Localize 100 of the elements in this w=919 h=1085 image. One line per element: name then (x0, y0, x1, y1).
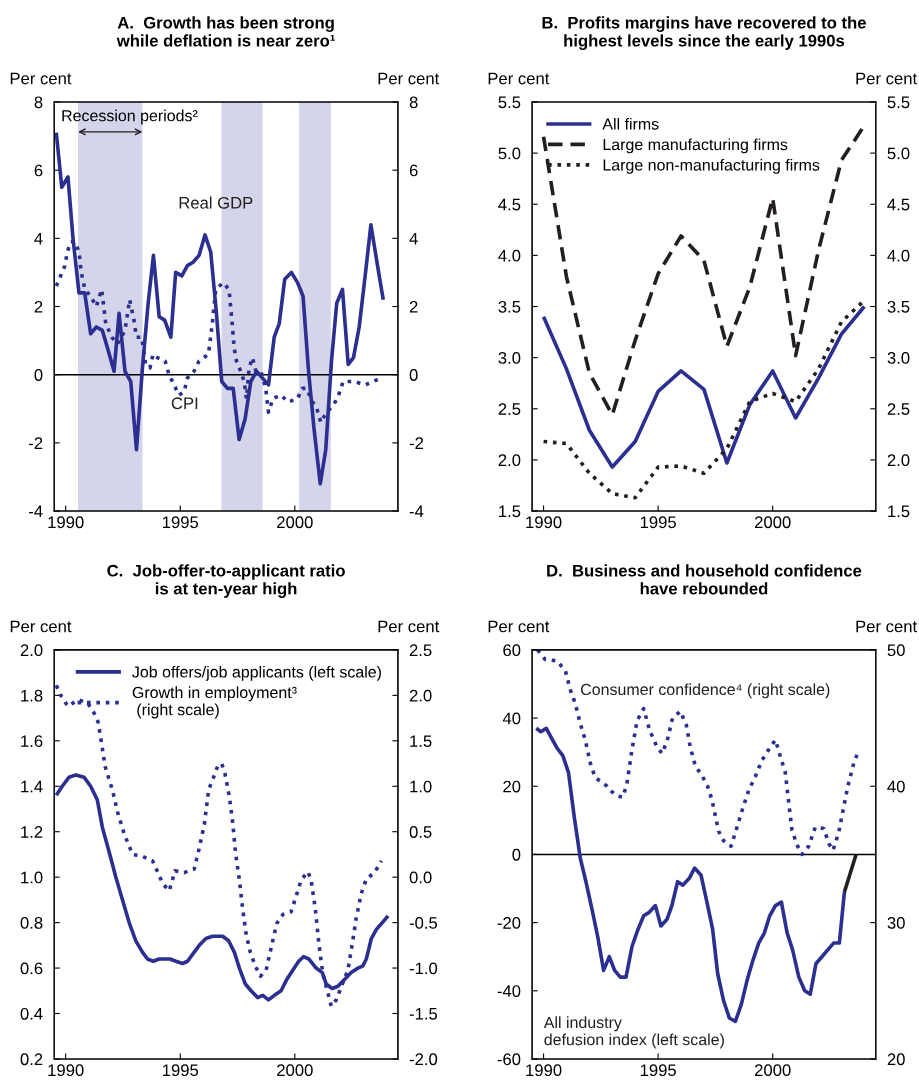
y2-tick-label: 1.5 (888, 505, 910, 518)
x-tick-label: 2000 (277, 516, 313, 529)
series-label: All industry defusion index (left scale) (543, 1016, 724, 1049)
text: Real GDP (179, 196, 253, 209)
y2-axis-title: Per cent (856, 620, 918, 633)
y2-tick-label: 2.5 (409, 644, 432, 657)
line-series (535, 649, 859, 857)
y-tick-label: 1.2 (21, 826, 43, 838)
x-tick-label: 1995 (640, 516, 676, 529)
y2-tick-label: 2.0 (887, 454, 910, 467)
line-series (541, 304, 867, 469)
y2-tick-label: -0.5 (409, 917, 438, 929)
x-tick-label: 2000 (277, 1064, 313, 1077)
y-tick-label: 8 (34, 96, 43, 109)
y2-tick-label: 2.0 (409, 689, 432, 702)
y-tick-label: 0 (34, 369, 43, 381)
y2-tick-label: 40 (887, 780, 905, 793)
y2-tick-label: -1.5 (409, 1008, 438, 1020)
band-label: Recession periods² (62, 109, 198, 125)
series-label: CPI (171, 397, 198, 410)
y-tick-label: 2.0 (498, 454, 521, 467)
y2-tick-label: 5.0 (887, 147, 910, 160)
y2-tick-label: 5.5 (887, 96, 910, 109)
y2-tick-label: -1.0 (409, 962, 438, 975)
y-tick-label: 0.4 (20, 1007, 43, 1020)
y-tick-label: 2 (34, 300, 43, 313)
y-tick-label: 1.8 (21, 689, 43, 702)
y2-tick-label: 0 (409, 369, 418, 381)
legend-label: All firms (602, 117, 659, 130)
y-tick-label: 0.2 (20, 1053, 43, 1066)
x-tick-label: 1990 (526, 516, 562, 529)
chart-title: C. Job-offer-to-applicant ratio is at ten-year high (107, 564, 345, 598)
legend-label: Large non-manufacturing firms (603, 158, 820, 174)
y2-tick-label: -2.0 (409, 1053, 438, 1066)
chart-title: B. Profits margins have recovered to the highest levels since the early 1990s (542, 16, 866, 50)
y2-tick-label: 3.5 (887, 300, 910, 313)
y2-tick-label: 2 (409, 300, 418, 313)
legend-label: Large manufacturing firms (603, 138, 788, 154)
x-tick-label: 1995 (162, 1064, 199, 1077)
y-axis-title: Per cent (10, 72, 72, 85)
y-tick-label: 0.8 (20, 917, 43, 929)
x-tick-label: 1990 (48, 516, 84, 529)
y-tick-label: 4.0 (498, 249, 521, 262)
y-tick-label: 4.5 (498, 198, 521, 211)
y2-tick-label: -2 (409, 437, 424, 449)
y-tick-label: 4 (34, 232, 43, 245)
y-tick-label: 5.5 (498, 96, 521, 109)
y2-tick-label: 4 (409, 232, 418, 245)
x-tick-label: 1995 (640, 1064, 676, 1077)
y2-tick-label: -4 (409, 505, 424, 518)
chart-title: D. Business and household confidence have rebounded (547, 564, 862, 595)
line-series (54, 130, 386, 486)
y2-tick-label: 20 (887, 1053, 905, 1066)
y-tick-label: -2 (29, 437, 43, 449)
y-axis-title: Per cent (10, 620, 72, 633)
y2-axis-title: Per cent (856, 72, 918, 85)
y-tick-label: 2.0 (20, 644, 43, 657)
y-tick-label: 1.5 (499, 505, 521, 518)
x-tick-label: 1995 (162, 516, 199, 529)
chart-title: A. Growth has been strong while deflation is near zero¹ (116, 16, 335, 47)
y-tick-label: 0 (512, 848, 521, 861)
y-tick-label: 60 (503, 644, 521, 657)
y-tick-label: -20 (497, 917, 521, 929)
legend-label: Job offers/job applicants (left scale) (132, 665, 381, 681)
y-tick-label: 1.6 (21, 735, 43, 748)
y-tick-label: -60 (497, 1053, 521, 1066)
y-tick-label: 3.5 (498, 300, 521, 313)
y2-tick-label: 3.0 (887, 352, 910, 364)
y2-tick-label: 1.5 (410, 735, 432, 748)
x-tick-label: 2000 (755, 1064, 791, 1077)
x-tick-label: 1990 (526, 1064, 562, 1077)
y2-tick-label: 0.5 (409, 826, 432, 838)
y-tick-label: -4 (29, 505, 43, 518)
x-tick-label: 2000 (755, 516, 791, 529)
y-tick-label: 0.6 (20, 962, 43, 975)
y2-tick-label: 4.5 (887, 198, 910, 211)
y2-tick-label: 30 (887, 917, 905, 929)
y2-tick-label: 8 (409, 96, 418, 109)
y2-tick-label: 50 (887, 644, 905, 657)
y-axis-title: Per cent (488, 620, 550, 633)
y-tick-label: 1.0 (21, 871, 43, 884)
y2-axis-title: Per cent (378, 620, 440, 633)
legend-label: Growth in employment³ (right scale) (132, 686, 297, 719)
x-tick-label: 1990 (48, 1064, 84, 1077)
y2-tick-label: 6 (409, 164, 418, 177)
y-tick-label: -40 (497, 985, 521, 997)
y2-tick-label: 4.0 (887, 249, 910, 262)
series-label: Consumer confidence⁴ (right scale) (581, 683, 830, 699)
y-tick-label: 6 (34, 164, 43, 177)
y-tick-label: 2.5 (498, 403, 521, 415)
y-tick-label: 1.4 (21, 780, 43, 793)
y2-tick-label: 1.0 (410, 780, 432, 793)
y-tick-label: 40 (502, 712, 521, 725)
y2-axis-title: Per cent (378, 72, 440, 85)
y2-tick-label: 0.0 (409, 871, 432, 884)
y-axis-title: Per cent (488, 72, 550, 85)
y-tick-label: 5.0 (498, 147, 521, 160)
y2-tick-label: 2.5 (887, 403, 910, 415)
y-tick-label: 20 (503, 780, 521, 793)
y-tick-label: 3.0 (498, 352, 521, 364)
